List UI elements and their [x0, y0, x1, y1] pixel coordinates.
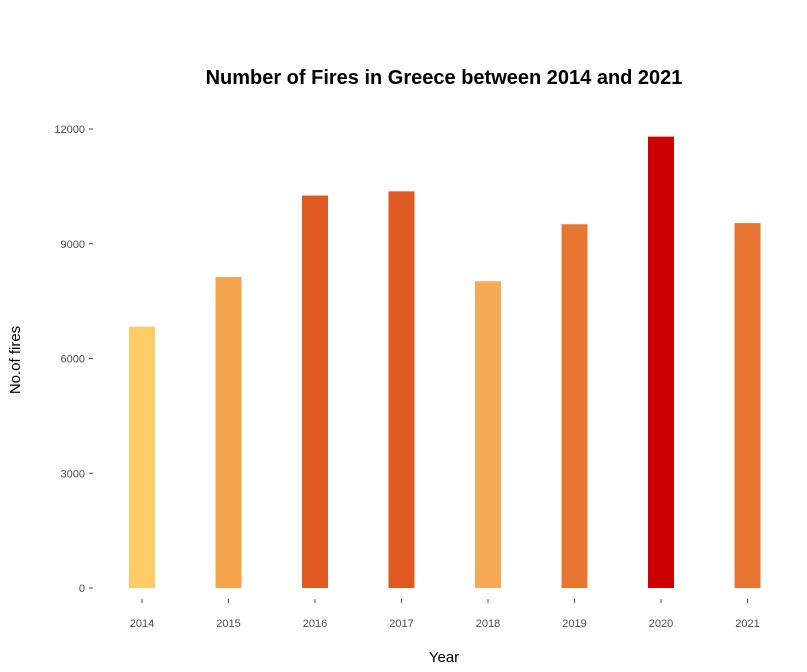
y-tick-label: 6000 [61, 354, 85, 366]
y-axis: 0 3000 6000 9000 12000 [54, 124, 93, 595]
bar-2020 [648, 136, 674, 588]
x-tick-label: 2018 [476, 618, 500, 630]
x-tick-label: 2017 [389, 618, 413, 630]
bar-2017 [388, 191, 415, 588]
y-tick-label: 3000 [61, 468, 85, 480]
x-tick-label: 2019 [562, 618, 586, 630]
x-tick-label: 2020 [649, 618, 673, 630]
chart-title: Number of Fires in Greece between 2014 a… [206, 67, 683, 89]
bars [129, 136, 761, 588]
bar-2014 [129, 326, 155, 588]
y-tick-label: 12000 [54, 124, 85, 136]
x-tick-label: 2015 [216, 618, 240, 630]
y-tick-label: 9000 [61, 239, 85, 251]
x-axis-label: Year [429, 649, 459, 666]
bar-2016 [302, 195, 328, 588]
x-tick-label: 2016 [303, 618, 327, 630]
x-axis: 2014 2015 2016 2017 2018 2019 2020 2021 [130, 599, 760, 630]
x-tick-label: 2021 [735, 618, 759, 630]
y-tick-label: 0 [79, 583, 85, 595]
y-axis-label: No.of fires [7, 326, 24, 394]
bar-2019 [561, 224, 588, 588]
bar-2015 [215, 277, 242, 588]
bar-2018 [475, 281, 501, 588]
x-tick-label: 2014 [130, 618, 154, 630]
bar-2021 [734, 223, 761, 588]
